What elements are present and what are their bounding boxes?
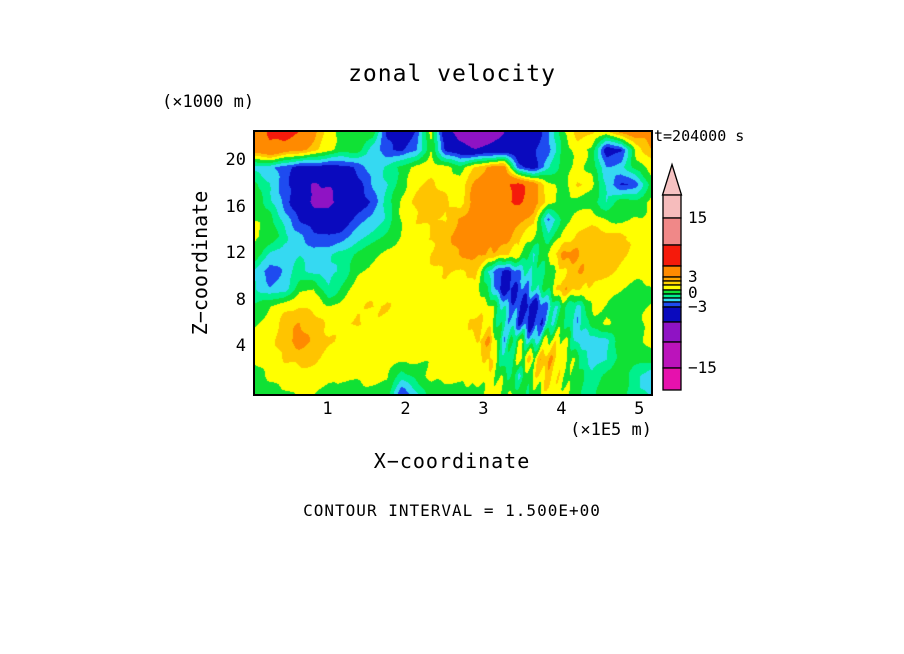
colorbar-segment [662, 194, 682, 219]
x-tick-label: 3 [478, 399, 489, 419]
x-tick-label: 4 [556, 399, 567, 419]
x-tick-label: 2 [400, 399, 411, 419]
z-tick-label: 20 [225, 150, 246, 171]
colorbar-segment [662, 284, 682, 291]
colorbar-segment [662, 217, 682, 246]
colorbar-value-label: −15 [688, 358, 717, 377]
colorbar-segment [662, 306, 682, 323]
plot-title: zonal velocity [348, 61, 556, 87]
colorbar-segment [662, 367, 682, 391]
x-tick-label: 1 [322, 399, 333, 419]
colorbar-value-label: 0 [688, 283, 698, 302]
colorbar-arrow-tip [661, 162, 683, 196]
colorbar-segment [662, 341, 682, 369]
x-axis-title: X−coordinate [373, 449, 531, 473]
z-tick-label: 8 [235, 289, 246, 310]
x-tick-label: 5 [634, 399, 645, 419]
colorbar-value-label: 3 [688, 267, 698, 286]
contour-interval-label: CONTOUR INTERVAL = 1.500E+00 [303, 501, 601, 520]
contour-field-plot [255, 132, 651, 394]
colorbar-value-label: −3 [688, 297, 708, 316]
colorbar-segment [662, 321, 682, 343]
plot-frame [253, 130, 653, 396]
time-label: t=204000 s [654, 127, 745, 145]
z-axis-unit-label: (×1000 m) [162, 92, 255, 112]
z-tick-label: 12 [225, 243, 246, 264]
x-axis-unit-label: (×1E5 m) [570, 420, 652, 440]
colorbar-segment [662, 265, 682, 278]
colorbar-value-label: 15 [688, 208, 708, 227]
colorbar-segment [662, 244, 682, 267]
colorbar [661, 162, 683, 391]
z-tick-label: 4 [235, 336, 246, 357]
z-tick-label: 16 [225, 196, 246, 217]
colorbar-segment [662, 301, 682, 308]
